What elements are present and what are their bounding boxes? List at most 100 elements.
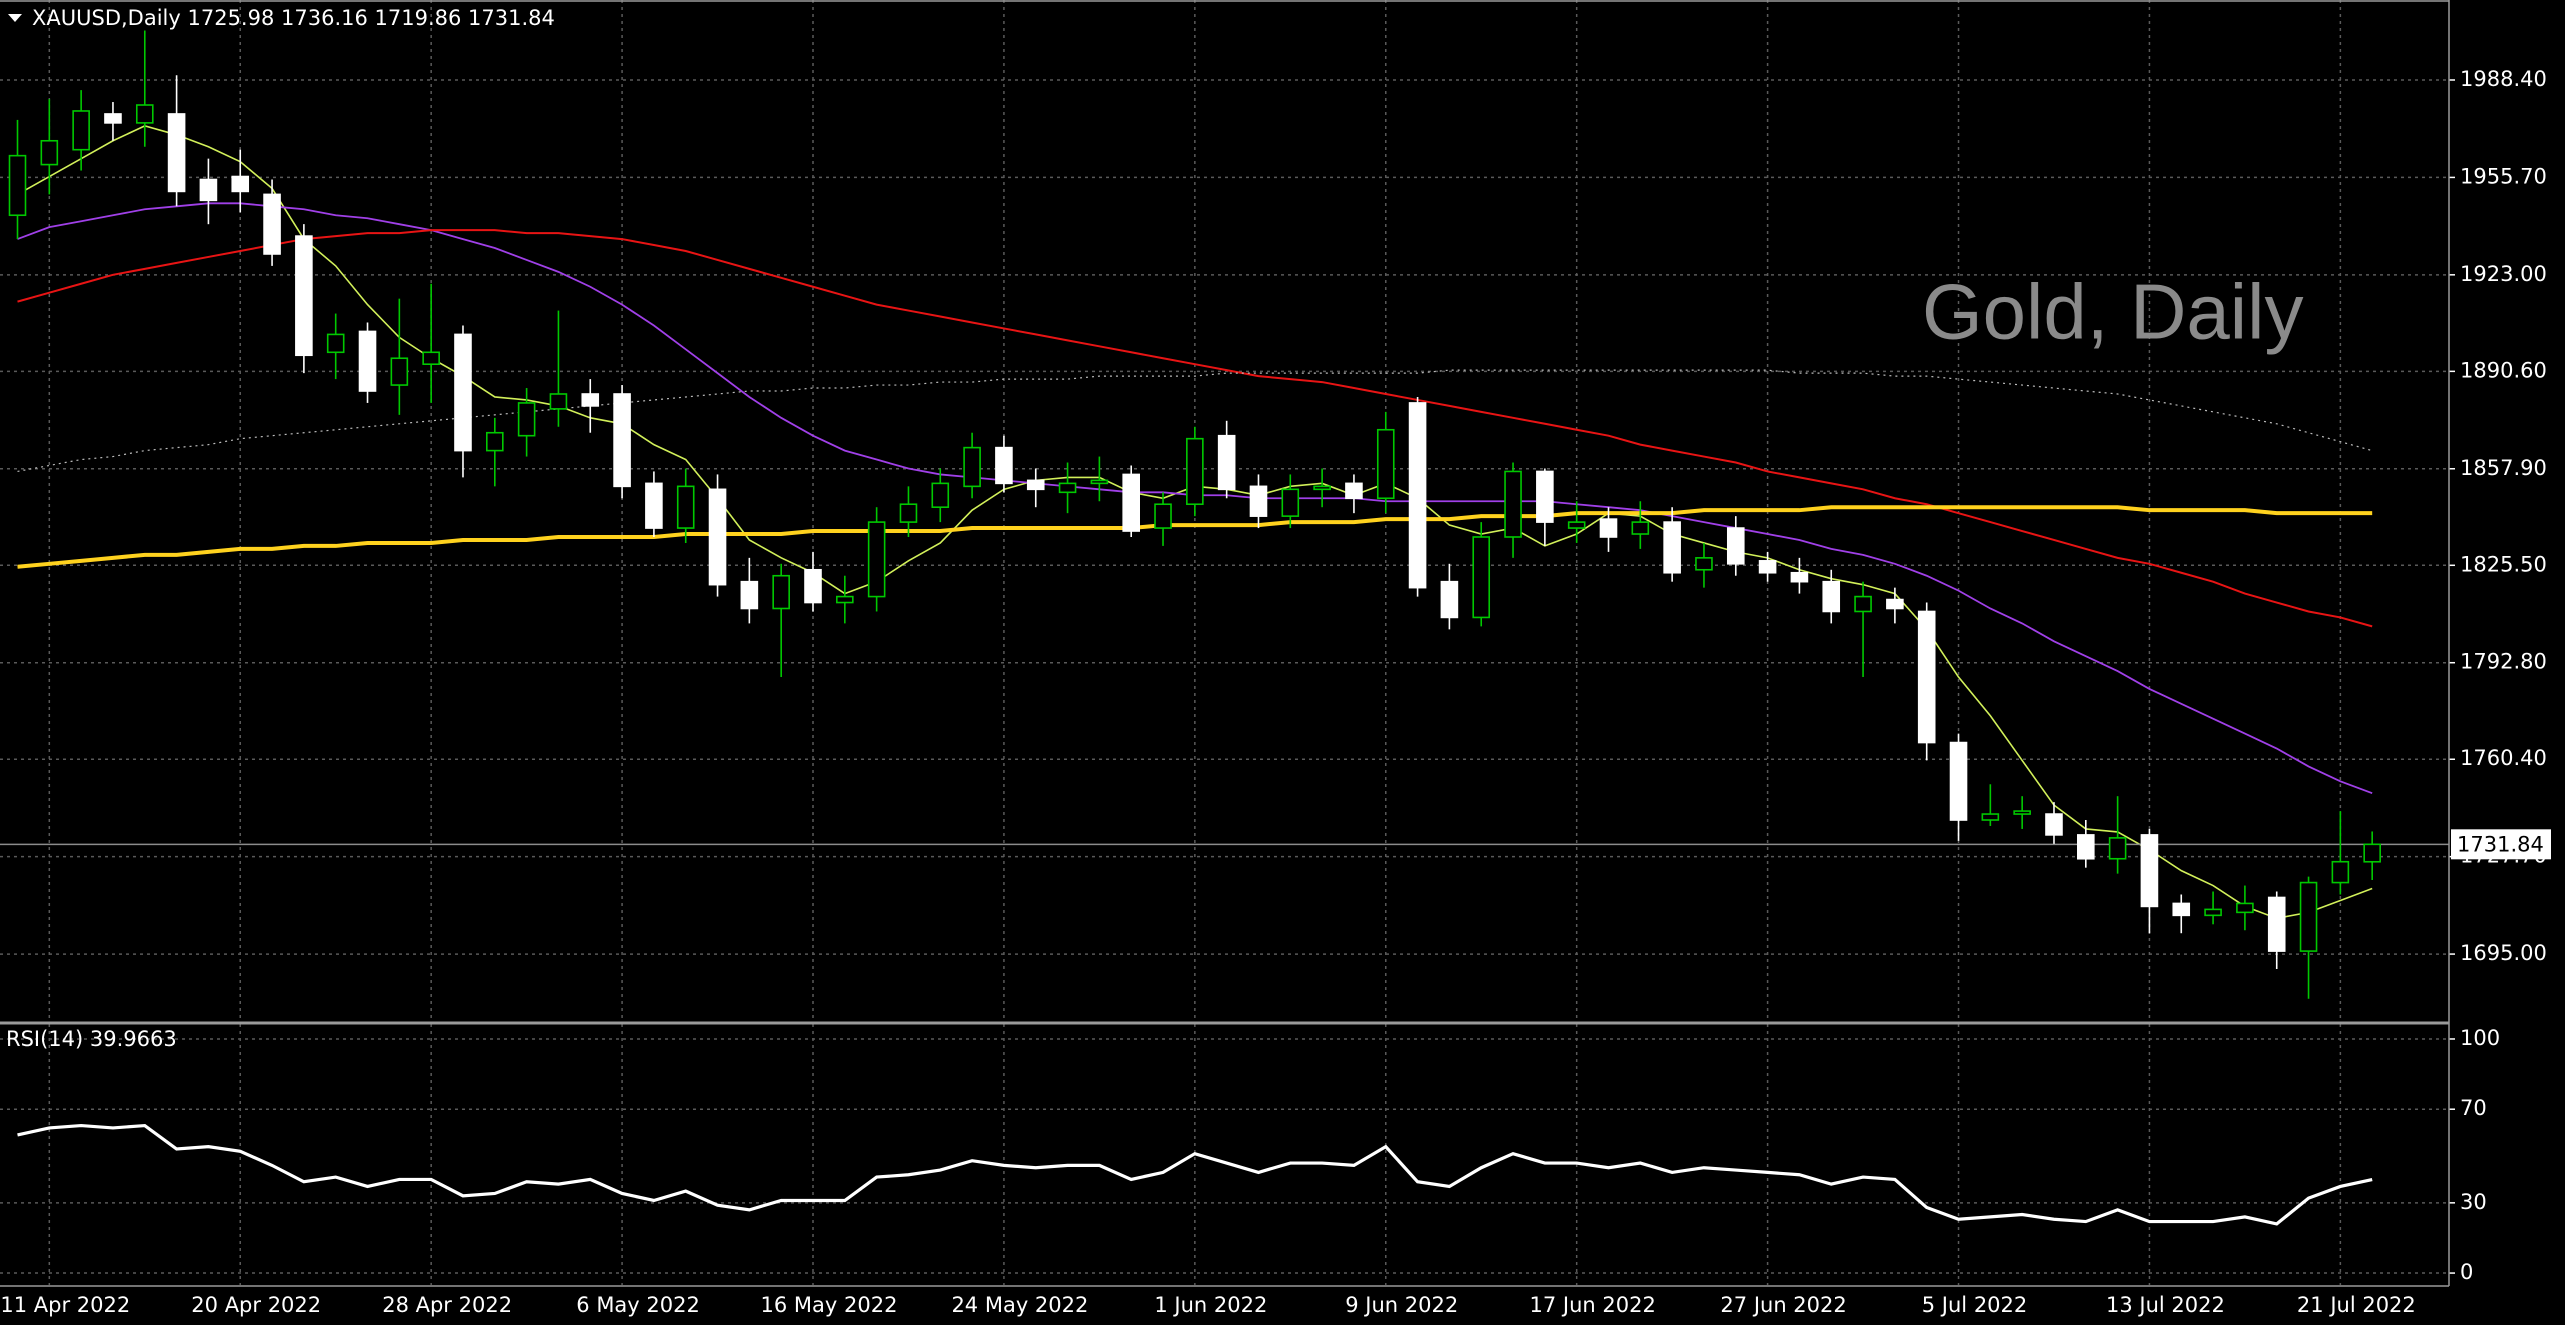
candle-body bbox=[1981, 813, 2000, 821]
candle-body bbox=[1217, 434, 1236, 491]
x-tick-label: 27 Jun 2022 bbox=[1720, 1293, 1846, 1317]
y-tick-label: 30 bbox=[2460, 1190, 2487, 1214]
y-tick-label: 70 bbox=[2460, 1096, 2487, 1120]
candle-body bbox=[517, 402, 536, 437]
moving-average-line bbox=[17, 229, 2373, 628]
candle-body bbox=[2077, 834, 2095, 860]
x-tick-label: 24 May 2022 bbox=[951, 1293, 1088, 1317]
candle-body bbox=[2172, 902, 2191, 917]
candle-body bbox=[1567, 521, 1586, 529]
candle-body bbox=[1854, 595, 1872, 613]
candle-body bbox=[390, 357, 409, 386]
candle-body bbox=[836, 595, 854, 604]
candle-body bbox=[2299, 881, 2318, 952]
y-tick-label: 1955.70 bbox=[2460, 164, 2547, 188]
candle-body bbox=[2140, 834, 2159, 908]
candle-body bbox=[422, 351, 440, 366]
candle-body bbox=[1663, 521, 1681, 574]
candle-body bbox=[2204, 908, 2222, 917]
y-tick-label: 1760.40 bbox=[2460, 746, 2547, 770]
candle-body bbox=[708, 488, 727, 586]
candle-body bbox=[1790, 571, 1809, 583]
x-tick-label: 5 Jul 2022 bbox=[1922, 1293, 2028, 1317]
candle-body bbox=[2013, 810, 2031, 815]
candle-body bbox=[1758, 560, 1777, 574]
x-tick-label: 21 Jul 2022 bbox=[2297, 1293, 2416, 1317]
moving-average-line bbox=[17, 505, 2373, 569]
candle-body bbox=[676, 485, 695, 529]
candle-body bbox=[2331, 860, 2350, 884]
candle-body bbox=[263, 193, 281, 255]
candle-body bbox=[1822, 580, 1841, 613]
rsi-title: RSI(14) 39.9663 bbox=[6, 1027, 177, 1051]
candle-body bbox=[135, 104, 154, 124]
candle-body bbox=[1345, 482, 1363, 500]
y-tick-label: 1792.80 bbox=[2460, 650, 2547, 674]
candle-body bbox=[1631, 521, 1650, 535]
candle-body bbox=[167, 113, 186, 193]
candle-body bbox=[2267, 896, 2286, 952]
candle-body bbox=[326, 333, 345, 354]
x-tick-label: 20 Apr 2022 bbox=[191, 1293, 321, 1317]
last-price-label: 1731.84 bbox=[2457, 832, 2544, 856]
candle-body bbox=[867, 521, 886, 598]
candle-body bbox=[2236, 902, 2254, 914]
y-tick-label: 1988.40 bbox=[2460, 67, 2547, 91]
rsi-line bbox=[17, 1123, 2373, 1226]
candle-body bbox=[2045, 813, 2063, 836]
candle-body bbox=[295, 235, 313, 357]
candle-body bbox=[740, 580, 759, 610]
candle-body bbox=[899, 503, 918, 523]
candle-body bbox=[1726, 527, 1745, 565]
candle-body bbox=[485, 431, 504, 452]
candle-body bbox=[1249, 485, 1268, 517]
candle-body bbox=[1408, 402, 1427, 589]
y-tick-label: 1695.00 bbox=[2460, 941, 2547, 965]
collapse-arrow[interactable] bbox=[8, 14, 22, 22]
candle-body bbox=[1186, 437, 1204, 506]
candle-body bbox=[231, 175, 250, 193]
candle-body bbox=[1090, 479, 1109, 485]
candle-body bbox=[963, 446, 981, 488]
y-tick-label: 1890.60 bbox=[2460, 358, 2547, 382]
candle-body bbox=[1313, 485, 1331, 491]
candle-body bbox=[1536, 470, 1554, 523]
candle-body bbox=[1376, 428, 1395, 500]
candle-body bbox=[2108, 837, 2127, 860]
y-tick-label: 0 bbox=[2460, 1260, 2473, 1284]
x-tick-label: 17 Jun 2022 bbox=[1530, 1293, 1656, 1317]
candle-body bbox=[613, 393, 631, 488]
candle-body bbox=[1917, 610, 1936, 744]
candle-body bbox=[1886, 598, 1904, 610]
candle-body bbox=[1504, 470, 1522, 538]
candle-body bbox=[8, 154, 27, 217]
y-tick-label: 1923.00 bbox=[2460, 262, 2547, 286]
y-tick-label: 100 bbox=[2460, 1026, 2500, 1050]
candle-body bbox=[931, 482, 950, 509]
candle-body bbox=[581, 393, 600, 407]
candle-body bbox=[1695, 557, 1713, 571]
candle-body bbox=[549, 393, 568, 410]
candle-body bbox=[1599, 518, 1618, 538]
candle-body bbox=[1949, 741, 1968, 821]
candle-body bbox=[1154, 503, 1172, 529]
candle-body bbox=[995, 446, 1013, 485]
candle-body bbox=[2363, 843, 2381, 863]
candle-body bbox=[358, 330, 377, 392]
candle-body bbox=[772, 574, 790, 610]
candle-body bbox=[454, 333, 472, 452]
last-price-box bbox=[2451, 829, 2551, 860]
x-tick-label: 9 Jun 2022 bbox=[1345, 1293, 1458, 1317]
candle-body bbox=[645, 482, 663, 529]
candle-body bbox=[1122, 473, 1140, 532]
candle-body bbox=[804, 568, 822, 604]
candle-body bbox=[72, 110, 90, 151]
y-tick-label: 1857.90 bbox=[2460, 456, 2547, 480]
candle-body bbox=[1440, 580, 1459, 619]
candle-body bbox=[1058, 482, 1077, 494]
x-tick-label: 28 Apr 2022 bbox=[382, 1293, 512, 1317]
x-tick-label: 16 May 2022 bbox=[761, 1293, 898, 1317]
candle-body bbox=[1026, 479, 1045, 491]
